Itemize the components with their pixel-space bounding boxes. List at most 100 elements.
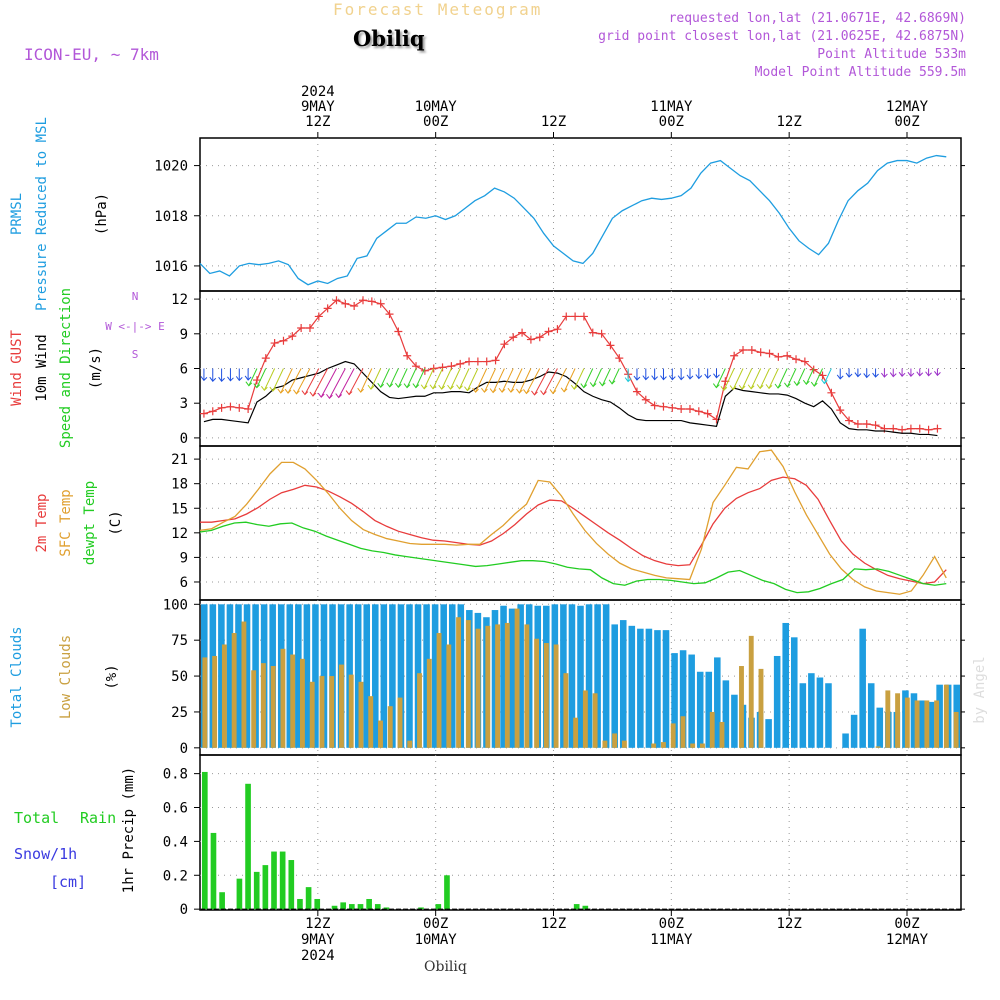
wind-gust-marker [668,403,677,412]
wind-barb [406,368,417,388]
wind-gust-marker [403,351,412,360]
wind-barb [492,368,505,393]
total-cloud-bar [226,604,234,748]
rain-bar [366,898,372,910]
wind-barb-head [317,392,325,398]
low-cloud-bar [943,684,949,748]
wind-barb-head [420,384,428,390]
clouds-total-label: Total Clouds [9,626,25,727]
low-cloud-bar [504,622,510,748]
wind-gust-marker [314,312,323,321]
low-cloud-bar [904,697,910,748]
wind-gust-marker [553,325,562,334]
temperature-frame [199,445,962,601]
wind-gust-marker [632,387,641,396]
wind-gust-marker [288,332,297,341]
wind-barb [601,368,611,386]
total-cloud-bar [568,604,576,748]
rain-bar [383,907,390,910]
wind-barb [805,368,815,385]
wind-gust-marker [394,327,403,336]
wind-gust-marker [332,296,341,305]
wind-gust-marker [473,357,482,366]
wind-barb [518,368,532,394]
wind-barb-head [934,371,941,377]
wind-barb-head [438,384,446,390]
wind-gust-marker [889,424,898,433]
wind-barb-head [209,376,217,382]
wind-barb-head [668,375,676,381]
rain-bar [279,851,286,910]
total-cloud-bar [859,628,866,748]
low-cloud-bar [260,663,266,748]
wind-gust-marker [350,302,359,311]
wind-barb [450,368,461,390]
wind-gust-marker [906,424,915,433]
wind-ytick-label: 9 [180,327,188,343]
wind-barb-head [704,373,712,379]
wind-barb [370,368,382,390]
wind-barb-head [429,384,437,390]
temperature-ytick-label: 9 [180,550,188,566]
total-cloud-bar [594,604,601,748]
total-cloud-bar [286,604,294,748]
low-cloud-bar [748,635,754,748]
temperature-ytick-label: 18 [171,477,188,493]
wind-barb-head [907,371,915,377]
wind-gust-marker [792,355,801,364]
temp-unit: (C) [108,510,124,535]
compass-s: S [132,348,139,361]
low-cloud-bar [358,681,364,748]
wind-barb [573,368,585,390]
wind-barb-head [854,372,862,378]
total-cloud-bar [782,622,789,748]
total-cloud-bar [731,694,738,748]
total-cloud-bar [816,677,824,748]
wind-gust-marker [827,388,836,397]
wind-gust-marker [571,312,580,321]
wind-barb [563,368,576,393]
wind-barb-head [784,382,791,388]
bottom-time-label: 2024 [301,948,335,964]
temp-dewpt-label: dewpt Temp [82,481,98,565]
low-cloud-bar [739,666,744,748]
total-cloud-bar [235,604,242,748]
wind-barb-head [357,387,365,393]
wind-gust-marker [712,415,721,424]
total-cloud-bar [867,683,875,748]
total-cloud-bar [508,608,516,748]
compass-n: N [132,290,139,303]
total-cloud-bar [799,683,807,748]
clouds-ytick-label: 50 [171,669,188,685]
rain-bar [418,907,424,910]
wind-barb-head [394,382,402,388]
wind-gust-marker [244,404,253,413]
wind-barb-head [367,384,375,390]
wind-barb [280,368,293,394]
wind-gust-marker [765,349,774,358]
wind-barb [768,368,779,389]
rain-bar [349,904,355,910]
rain-bar [253,871,260,910]
total-cloud-bar [389,604,396,748]
low-cloud-bar [875,746,881,748]
rain-bar [219,892,225,910]
clouds-ytick-label: 100 [163,597,188,613]
rain-bar [340,902,347,910]
low-cloud-bar [251,670,257,748]
bottom-time-label: 12Z [305,916,330,932]
pressure-unit: (hPa) [94,193,110,235]
footer-location: Obiliq [424,959,467,975]
low-cloud-bar [329,676,335,748]
total-cloud-bar [825,683,832,748]
wind-barb-head [677,375,685,381]
wind-barb-head [720,385,728,392]
wind-barb [360,368,373,393]
wind-gust-marker [456,359,465,368]
wind-gust-marker [579,312,588,321]
rain-bar [305,887,312,910]
wind-barb-head [765,384,773,390]
low-cloud-bar [300,658,305,748]
wind-10m-line [203,360,938,437]
